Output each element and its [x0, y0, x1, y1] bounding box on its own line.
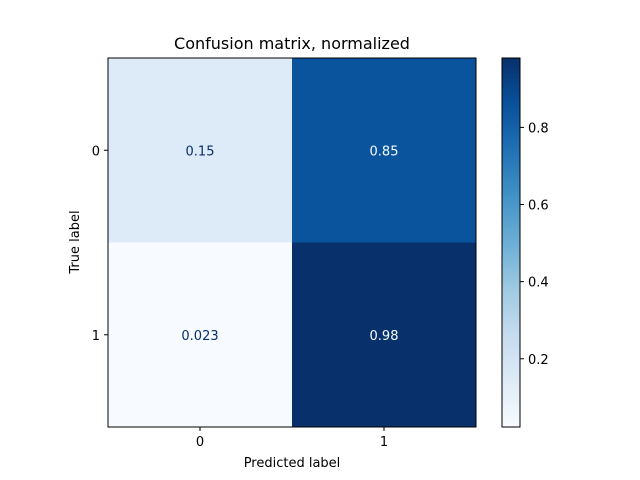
colorbar-tick-label: 0.8: [528, 121, 549, 136]
cell-value-label-1-1: 0.98: [370, 329, 399, 344]
heatmap-cells: [108, 58, 476, 427]
x-tick-label: 1: [380, 435, 388, 450]
heatmap-cell-labels: 0.15 0.85 0.023 0.98: [181, 144, 398, 344]
colorbar: [501, 57, 521, 428]
cell-value-label-0-1: 0.85: [370, 144, 399, 159]
chart-title: Confusion matrix, normalized: [174, 34, 410, 53]
heatmap-cell-0-1: [292, 58, 476, 243]
colorbar-tick-label: 0.4: [528, 276, 549, 291]
cell-value-label-0-0: 0.15: [186, 144, 215, 159]
colorbar-tick-label: 0.2: [528, 353, 549, 368]
colorbar-tick-label: 0.6: [528, 199, 549, 214]
x-axis-label: Predicted label: [244, 456, 341, 471]
y-tick-label: 1: [92, 329, 100, 344]
plot-frame: [107, 57, 477, 428]
x-tick-label: 0: [196, 435, 204, 450]
y-tick-label: 0: [92, 144, 100, 159]
colorbar-ticks: 0.2 0.4 0.6 0.8: [520, 121, 549, 368]
y-axis-label: True label: [68, 210, 83, 274]
y-axis-ticks: 01: [92, 144, 108, 344]
heatmap-cell-1-1: [292, 242, 476, 427]
cell-value-label-1-0: 0.023: [181, 329, 218, 344]
heatmap-cell-0-0: [108, 58, 292, 243]
heatmap-cell-1-0: [108, 242, 292, 427]
